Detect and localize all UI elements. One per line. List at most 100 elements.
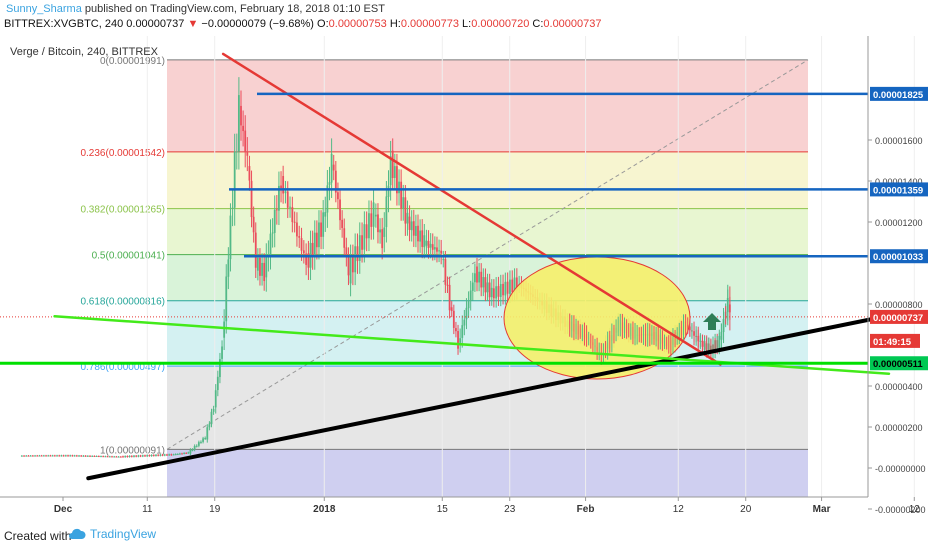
candle-body [341,219,344,228]
price-label-text: 0.00000511 [873,359,923,370]
candle-body [506,281,509,294]
candle-body [263,262,266,282]
candle-body [189,449,192,454]
candle-body [393,166,396,178]
publish-info: published on TradingView.com, February 1… [84,3,385,15]
candle-body [492,288,495,299]
candle-body [389,156,392,186]
candle-body [159,454,162,456]
candle-body [237,95,240,152]
candle-body [345,247,348,257]
candle-body [311,242,314,258]
open-value: 0.00000753 [328,18,387,30]
candle-body [193,445,196,450]
candle-body [433,247,436,250]
candle-body [150,454,153,457]
price-tick-label: 0.00000200 [875,423,923,433]
candle-body [71,455,74,457]
candle-body [64,455,67,457]
candle-body [488,282,491,298]
candle-body [135,455,138,457]
candle-body [480,271,483,288]
candle-body [289,206,291,208]
candle-body [242,125,245,132]
candle-body [509,279,511,294]
fib-band [167,449,808,497]
fib-level-label: 1(0.00000091) [100,445,165,456]
candle-body [227,259,230,277]
candle-body [499,284,502,297]
candle-body [361,235,363,250]
candle-body [219,359,221,378]
candle-body [113,456,116,458]
candle-body [300,238,303,251]
price-label-box [870,309,928,324]
fib-band [167,59,808,152]
candle-body [208,424,211,428]
candle-body [328,182,331,185]
candle-body [155,454,157,456]
candle-body [398,181,400,194]
candle-body [417,225,419,242]
symbol-label: BITTREX:XVGBTC, 240 [4,18,124,30]
candle-body [248,166,251,181]
candle-body [176,454,179,456]
candle-body [69,455,72,457]
candle-body [56,455,58,457]
candle-body [513,277,516,293]
candle-body [202,438,204,442]
candle-body [431,244,434,250]
fib-level-label: 0(0.00001991) [100,56,165,67]
candle-body [161,454,164,456]
price-label-box [870,333,920,348]
candle-body [221,346,223,359]
candle-body [423,235,426,248]
candle-body [84,455,87,457]
candle-body [425,240,428,246]
fib-band [167,151,808,209]
candle-body [197,442,200,446]
candle-body [372,202,375,227]
candle-body [368,213,370,239]
price-chart[interactable]: 0(0.00001991) 0.236(0.00001542) 0.382(0.00… [0,36,932,520]
candle-body [467,301,470,309]
price-label-text: 0.00001033 [873,252,923,263]
candle-body [322,212,325,237]
price-label-text: 0.00000737 [873,313,923,324]
candle-body [183,452,186,454]
time-tick-label: 11 [142,504,153,515]
candle-body [49,455,52,457]
candle-body [427,240,430,248]
fib-band [167,366,808,450]
candle-body [36,455,39,457]
publish-line: Sunny_Sharma published on TradingView.co… [6,3,385,15]
candle-body [408,216,411,230]
candle-body [400,181,403,209]
time-tick-label: 20 [740,504,752,515]
candle-body [515,277,518,291]
tradingview-brand[interactable]: TradingView [68,527,156,541]
author-link[interactable]: Sunny_Sharma [6,3,82,15]
candle-body [195,445,198,447]
high-value: 0.00000773 [400,18,459,30]
fib-band [167,300,808,367]
candle-body [254,232,257,268]
candle-body [51,455,54,457]
candle-body [459,338,462,343]
fib-diagonal [166,59,809,450]
time-tick-label: Dec [54,504,73,515]
candle-body [62,455,65,457]
last-price: 0.00000737 [126,18,185,30]
candle-body [91,455,94,457]
candle-body [115,456,118,458]
candle-body [126,456,129,458]
candle-body [280,185,282,188]
candle-body [97,456,100,458]
candle-body [421,230,424,247]
trendline [221,52,722,366]
trendline [86,310,908,481]
candle-body [307,253,310,268]
candle-body [326,185,329,213]
candle-body [275,209,278,211]
candle-body [29,455,32,457]
